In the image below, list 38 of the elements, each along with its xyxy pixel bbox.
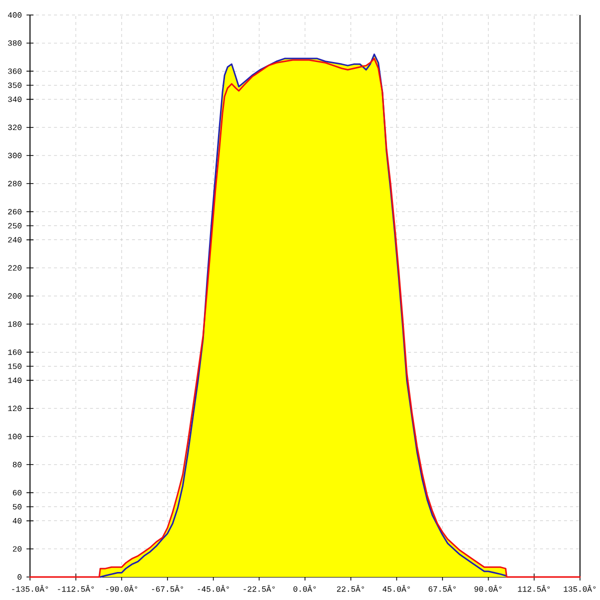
x-tick-label: 0.0Â° <box>293 585 316 592</box>
y-tick-label: 60 <box>12 490 22 496</box>
y-tick-label: 100 <box>8 434 22 440</box>
y-tick-label: 400 <box>8 12 22 18</box>
y-tick-label: 160 <box>8 349 22 355</box>
y-tick-label: 200 <box>8 293 22 299</box>
y-tick-label: 180 <box>8 321 22 327</box>
y-tick-label: 80 <box>12 462 22 468</box>
x-tick-label: 112.5Â° <box>518 585 550 592</box>
y-tick-label: 250 <box>8 223 22 228</box>
x-tick-label: -135.0Â° <box>12 585 48 592</box>
y-tick-label: 120 <box>8 406 22 412</box>
x-tick-label: -67.5Â° <box>152 585 184 592</box>
x-tick-label: 90.0Â° <box>474 585 502 592</box>
y-tick-label: 260 <box>8 208 22 214</box>
y-tick-label: 50 <box>12 504 22 510</box>
x-tick-label: 135.0Â° <box>564 585 596 592</box>
x-tick-label: 22.5Â° <box>337 585 364 592</box>
x-tick-label: -22.5Â° <box>244 585 275 592</box>
y-tick-label: 150 <box>8 364 22 369</box>
y-tick-label: 280 <box>8 180 22 186</box>
y-tick-label: 220 <box>8 265 22 271</box>
y-tick-label: 350 <box>8 82 22 88</box>
x-tick-label: -45.0Â° <box>198 585 229 592</box>
y-tick-label: 240 <box>8 237 22 243</box>
y-tick-label: 20 <box>12 546 22 552</box>
x-tick-label: -90.0Â° <box>106 585 138 592</box>
y-tick-label: 0 <box>18 574 22 580</box>
x-tick-label: 45.0Â° <box>382 585 410 592</box>
y-tick-label: 140 <box>8 378 22 384</box>
y-tick-label: 340 <box>8 96 22 102</box>
y-tick-label: 40 <box>12 518 22 524</box>
y-tick-label: 300 <box>8 152 22 158</box>
y-tick-label: 320 <box>8 124 22 130</box>
x-tick-label: 67.5Â° <box>428 585 456 592</box>
x-tick-label: -112.5Â° <box>58 585 94 592</box>
y-tick-label: 360 <box>8 68 22 74</box>
y-tick-label: 380 <box>8 40 22 46</box>
